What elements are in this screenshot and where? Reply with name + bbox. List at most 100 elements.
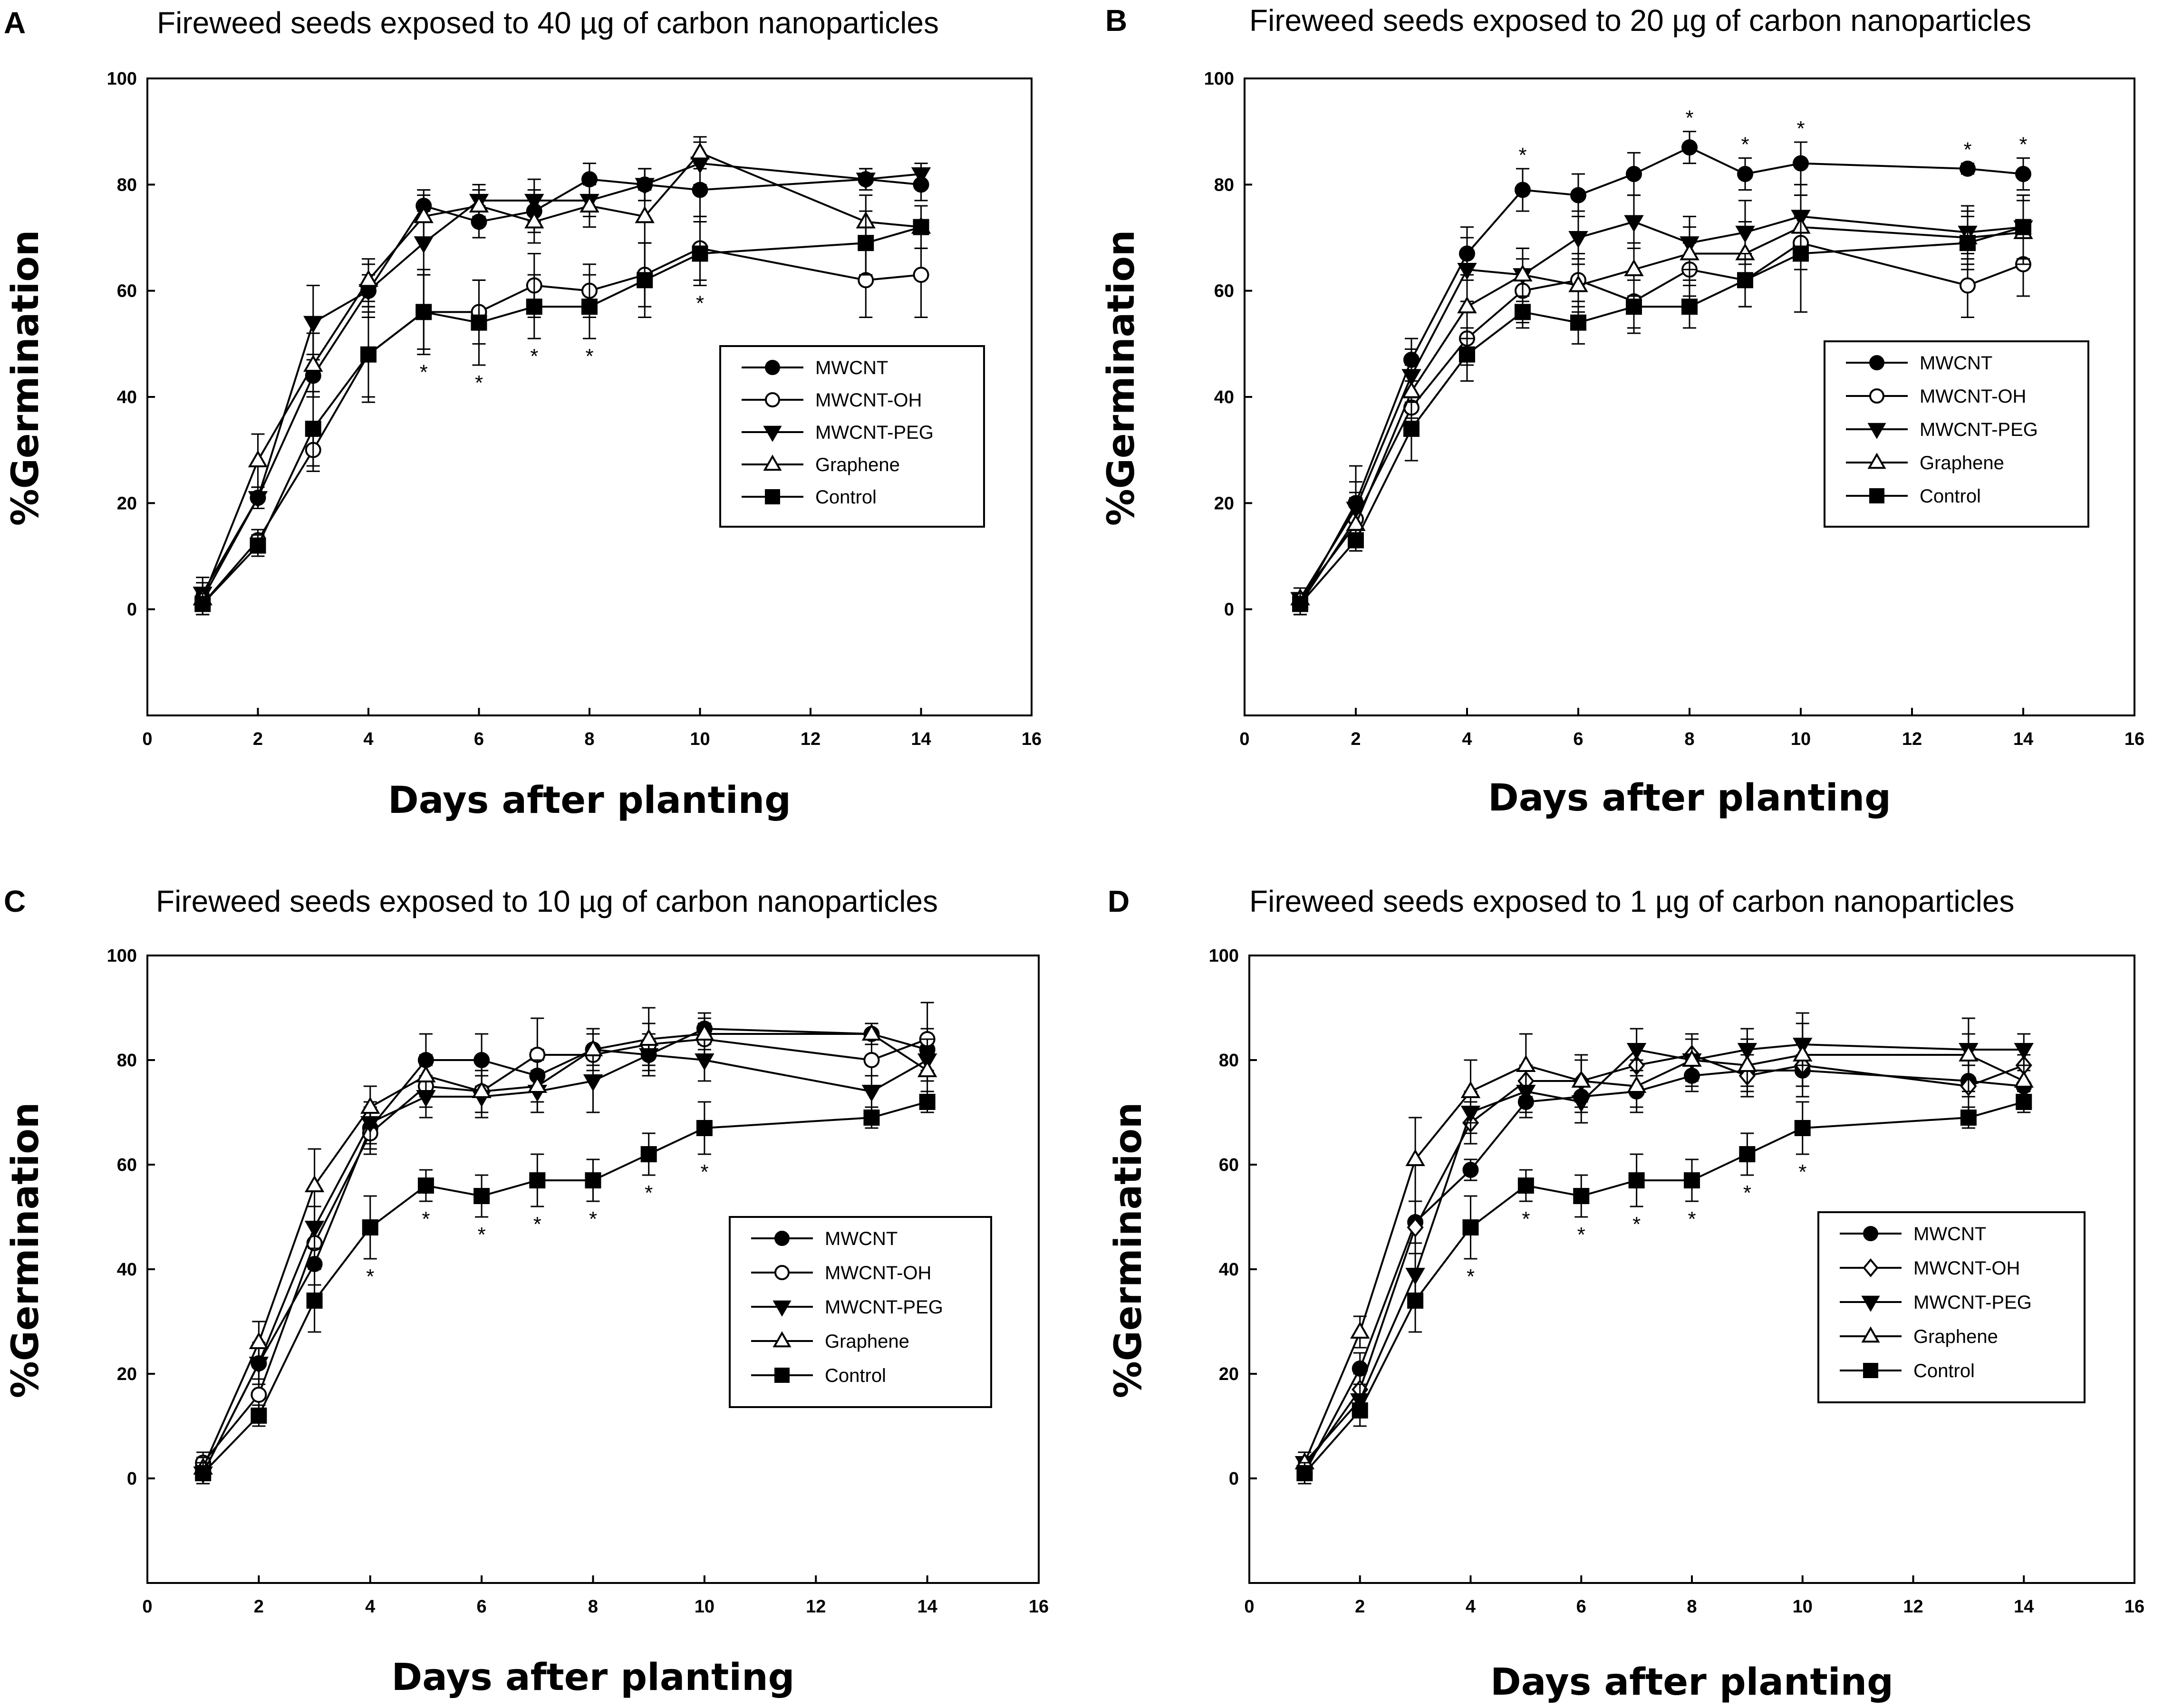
data-point xyxy=(919,1094,936,1110)
series-line xyxy=(202,226,922,605)
y-tick-label: 0 xyxy=(1229,1469,1239,1489)
x-tick-label: 0 xyxy=(1239,729,1249,749)
series-graphene xyxy=(193,1007,937,1479)
x-tick-label: 8 xyxy=(1684,729,1694,749)
series-line xyxy=(1304,1101,2024,1474)
data-point xyxy=(1793,1044,1813,1061)
x-tick-label: 12 xyxy=(801,729,821,749)
data-point xyxy=(2014,1070,2034,1088)
significance-mark: * xyxy=(422,1207,430,1231)
data-point xyxy=(524,211,544,229)
x-tick-label: 0 xyxy=(1244,1597,1254,1617)
data-point xyxy=(583,1074,603,1092)
panel-label: D xyxy=(1108,884,1130,918)
data-point xyxy=(635,178,655,195)
y-tick-label: 60 xyxy=(1219,1155,1239,1175)
legend-label: Control xyxy=(825,1365,886,1386)
data-point xyxy=(195,1465,212,1481)
x-axis-label: Days after planting xyxy=(1490,1661,1893,1704)
legend-marker xyxy=(1861,1326,1880,1343)
data-point xyxy=(856,173,876,190)
data-point xyxy=(911,167,931,185)
data-point xyxy=(1960,1110,1977,1126)
data-point xyxy=(1570,187,1586,203)
series-control xyxy=(194,205,929,616)
significance-mark: * xyxy=(366,1265,374,1288)
data-point xyxy=(194,596,211,612)
legend-label: Graphene xyxy=(1920,453,2004,473)
data-point xyxy=(471,314,487,331)
x-tick-label: 4 xyxy=(365,1597,375,1617)
significance-mark: * xyxy=(478,1223,486,1246)
legend-marker xyxy=(1869,488,1884,503)
legend-label: MWCNT-OH xyxy=(815,390,922,411)
data-point xyxy=(1457,296,1477,314)
legend: MWCNT MWCNT-OH MWCNT-PEG Graphene Control xyxy=(1824,340,2089,528)
x-tick-label: 6 xyxy=(1576,1597,1586,1617)
x-tick-label: 6 xyxy=(1573,729,1583,749)
y-tick-label: 60 xyxy=(117,1155,137,1175)
legend-label: Control xyxy=(1913,1361,1975,1381)
data-point xyxy=(1624,259,1644,276)
data-point xyxy=(1570,314,1586,331)
x-tick-label: 10 xyxy=(695,1597,715,1617)
y-tick-label: 40 xyxy=(1214,387,1234,407)
significance-mark: * xyxy=(533,1213,541,1236)
data-point xyxy=(1571,1070,1591,1088)
y-tick-label: 0 xyxy=(127,1469,137,1489)
data-point xyxy=(414,236,434,254)
x-tick-label: 2 xyxy=(1355,1597,1365,1617)
series-line xyxy=(202,1033,928,1468)
x-tick-label: 4 xyxy=(1462,729,1472,749)
data-point xyxy=(1292,596,1308,612)
x-tick-label: 6 xyxy=(474,729,484,749)
y-tick-label: 100 xyxy=(107,69,137,89)
data-point xyxy=(637,272,653,289)
legend-label: Control xyxy=(815,487,877,508)
legend-label: MWCNT-OH xyxy=(1920,386,2026,407)
data-point xyxy=(1737,272,1753,289)
chart-title: Fireweed seeds exposed to 20 µg of carbo… xyxy=(1249,3,2031,38)
significance-mark: * xyxy=(1522,1207,1530,1231)
series-line xyxy=(202,1101,928,1474)
data-point xyxy=(1793,155,1809,172)
x-tick-label: 16 xyxy=(2124,729,2144,749)
chart-panel-c: C Fireweed seeds exposed to 10 µg of carb… xyxy=(4,884,1049,1699)
significance-mark: * xyxy=(645,1181,653,1205)
data-point xyxy=(1407,1293,1424,1309)
y-tick-label: 100 xyxy=(1204,69,1234,89)
legend-marker xyxy=(1867,453,1886,469)
x-tick-label: 4 xyxy=(1466,1597,1476,1617)
data-point xyxy=(248,491,268,509)
legend-marker xyxy=(765,392,780,407)
data-point xyxy=(248,450,268,467)
significance-mark: * xyxy=(1796,117,1805,140)
data-point xyxy=(1959,1044,1979,1061)
data-point xyxy=(1960,277,1976,294)
y-tick-label: 40 xyxy=(117,1260,137,1280)
x-tick-label: 10 xyxy=(1793,1597,1813,1617)
data-point xyxy=(1407,1217,1424,1238)
x-tick-label: 14 xyxy=(911,729,931,749)
legend-marker xyxy=(774,1231,790,1246)
legend-label: Graphene xyxy=(1913,1326,1998,1347)
data-point xyxy=(1793,245,1809,262)
significance-mark: * xyxy=(1632,1213,1641,1236)
y-tick-label: 80 xyxy=(117,175,137,195)
data-point xyxy=(306,1293,323,1309)
significance-mark: * xyxy=(1467,1265,1475,1288)
x-tick-label: 8 xyxy=(1687,1597,1697,1617)
data-point xyxy=(690,142,710,160)
significance-mark: * xyxy=(1518,144,1526,167)
x-axis-label: Days after planting xyxy=(392,1656,795,1699)
legend-label: Graphene xyxy=(815,454,900,475)
series-graphene xyxy=(193,136,931,616)
data-point xyxy=(1460,1081,1481,1098)
x-tick-label: 6 xyxy=(477,1597,487,1617)
y-tick-label: 20 xyxy=(117,1364,137,1384)
data-point xyxy=(304,1175,325,1192)
significance-mark: * xyxy=(530,345,538,368)
legend-marker xyxy=(1863,1258,1879,1277)
legend-marker xyxy=(765,360,780,375)
